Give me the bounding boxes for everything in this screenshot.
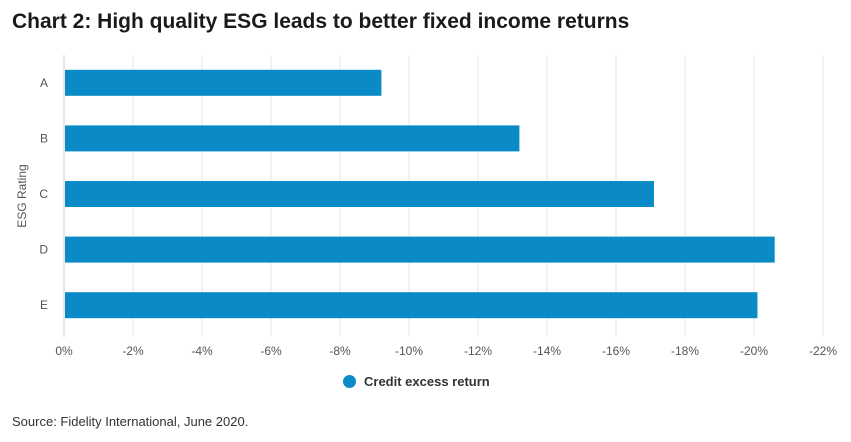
category-labels: A B C D E — [39, 76, 48, 312]
chart-title: Chart 2: High quality ESG leads to bette… — [12, 10, 630, 33]
legend[interactable]: Credit excess return — [343, 374, 490, 389]
x-tick-label: -16% — [602, 344, 630, 358]
x-tick-label: -8% — [329, 344, 351, 358]
x-tick-label: -14% — [533, 344, 561, 358]
y-axis-title: ESG Rating — [15, 164, 29, 227]
x-tick-label: -12% — [464, 344, 492, 358]
x-tick-label: -20% — [740, 344, 768, 358]
legend-label: Credit excess return — [364, 374, 490, 389]
legend-swatch — [343, 375, 356, 388]
x-tick-label: -2% — [122, 344, 144, 358]
category-label: D — [39, 243, 48, 257]
bar-d[interactable] — [65, 236, 775, 263]
bar-a[interactable] — [65, 69, 382, 96]
bar-e[interactable] — [65, 292, 758, 319]
category-label: B — [40, 131, 48, 145]
category-label: A — [40, 76, 48, 90]
x-tick-label: -18% — [671, 344, 699, 358]
x-tick-label: -22% — [809, 344, 837, 358]
x-tick-label: 0% — [55, 344, 73, 358]
bars — [65, 69, 775, 319]
category-label: E — [40, 298, 48, 312]
x-tick-labels: 0% -2% -4% -6% -8% -10% -12% -14% -16% -18% -20% -2… — [55, 344, 837, 358]
bar-c[interactable] — [65, 181, 654, 207]
source-note: Source: Fidelity International, June 202… — [12, 414, 249, 429]
bar-chart: A B C D E 0% -2% -4% -6% -8% -10% -12% -14% -16% -18%… — [15, 55, 837, 358]
x-tick-label: -10% — [395, 344, 423, 358]
category-label: C — [39, 187, 48, 201]
x-tick-label: -4% — [191, 344, 213, 358]
bar-b[interactable] — [65, 125, 520, 152]
x-tick-label: -6% — [260, 344, 282, 358]
